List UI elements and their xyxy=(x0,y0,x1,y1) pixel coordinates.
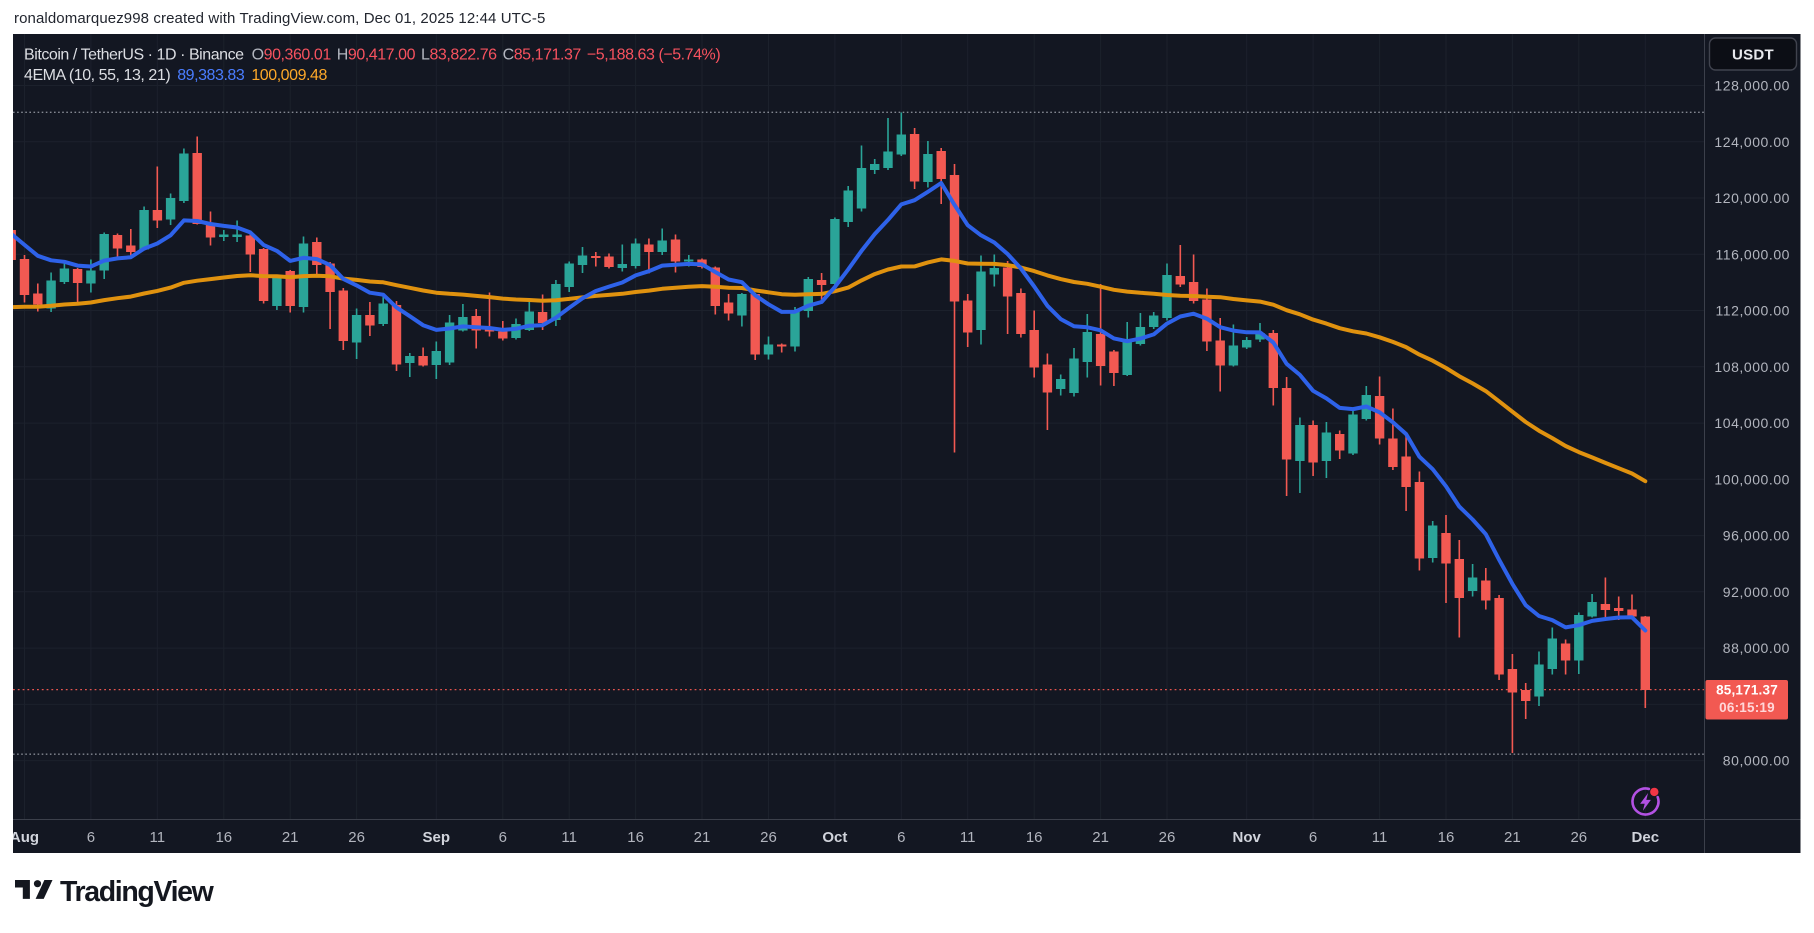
svg-text:21: 21 xyxy=(1504,829,1521,846)
svg-text:16: 16 xyxy=(215,829,232,846)
svg-text:21: 21 xyxy=(282,829,299,846)
svg-text:USDT: USDT xyxy=(1732,47,1774,64)
svg-text:96,000.00: 96,000.00 xyxy=(1723,528,1790,544)
svg-text:Oct: Oct xyxy=(822,829,847,846)
svg-text:Sep: Sep xyxy=(423,829,451,846)
svg-text:92,000.00: 92,000.00 xyxy=(1723,584,1790,600)
svg-text:Bitcoin / TetherUS · 1D · Bina: Bitcoin / TetherUS · 1D · Binance O90,360… xyxy=(24,47,720,64)
svg-text:88,000.00: 88,000.00 xyxy=(1723,640,1790,656)
svg-text:21: 21 xyxy=(1092,829,1109,846)
svg-text:6: 6 xyxy=(897,829,905,846)
svg-text:104,000.00: 104,000.00 xyxy=(1714,415,1790,431)
svg-text:6: 6 xyxy=(1309,829,1317,846)
svg-text:16: 16 xyxy=(1026,829,1043,846)
svg-text:85,171.37: 85,171.37 xyxy=(1716,683,1778,698)
svg-text:116,000.00: 116,000.00 xyxy=(1715,246,1790,262)
svg-text:120,000.00: 120,000.00 xyxy=(1714,190,1790,206)
svg-text:26: 26 xyxy=(348,829,365,846)
svg-text:26: 26 xyxy=(1159,829,1176,846)
svg-text:128,000.00: 128,000.00 xyxy=(1714,78,1790,94)
svg-text:11: 11 xyxy=(960,829,976,846)
svg-text:11: 11 xyxy=(150,829,166,846)
svg-text:124,000.00: 124,000.00 xyxy=(1714,134,1790,150)
svg-text:26: 26 xyxy=(1570,829,1587,846)
svg-text:112,000.00: 112,000.00 xyxy=(1715,303,1790,319)
svg-text:6: 6 xyxy=(499,829,507,846)
svg-text:6: 6 xyxy=(87,829,95,846)
svg-text:Aug: Aug xyxy=(10,829,39,846)
svg-text:108,000.00: 108,000.00 xyxy=(1714,359,1790,375)
svg-text:26: 26 xyxy=(760,829,777,846)
svg-text:Nov: Nov xyxy=(1233,829,1262,846)
svg-text:11: 11 xyxy=(1372,829,1388,846)
svg-text:80,000.00: 80,000.00 xyxy=(1723,753,1790,769)
svg-text:21: 21 xyxy=(694,829,711,846)
svg-text:16: 16 xyxy=(1438,829,1455,846)
svg-text:11: 11 xyxy=(561,829,577,846)
svg-text:06:15:19: 06:15:19 xyxy=(1719,700,1775,715)
svg-text:Dec: Dec xyxy=(1632,829,1660,846)
svg-text:100,000.00: 100,000.00 xyxy=(1714,471,1790,487)
svg-text:16: 16 xyxy=(627,829,644,846)
